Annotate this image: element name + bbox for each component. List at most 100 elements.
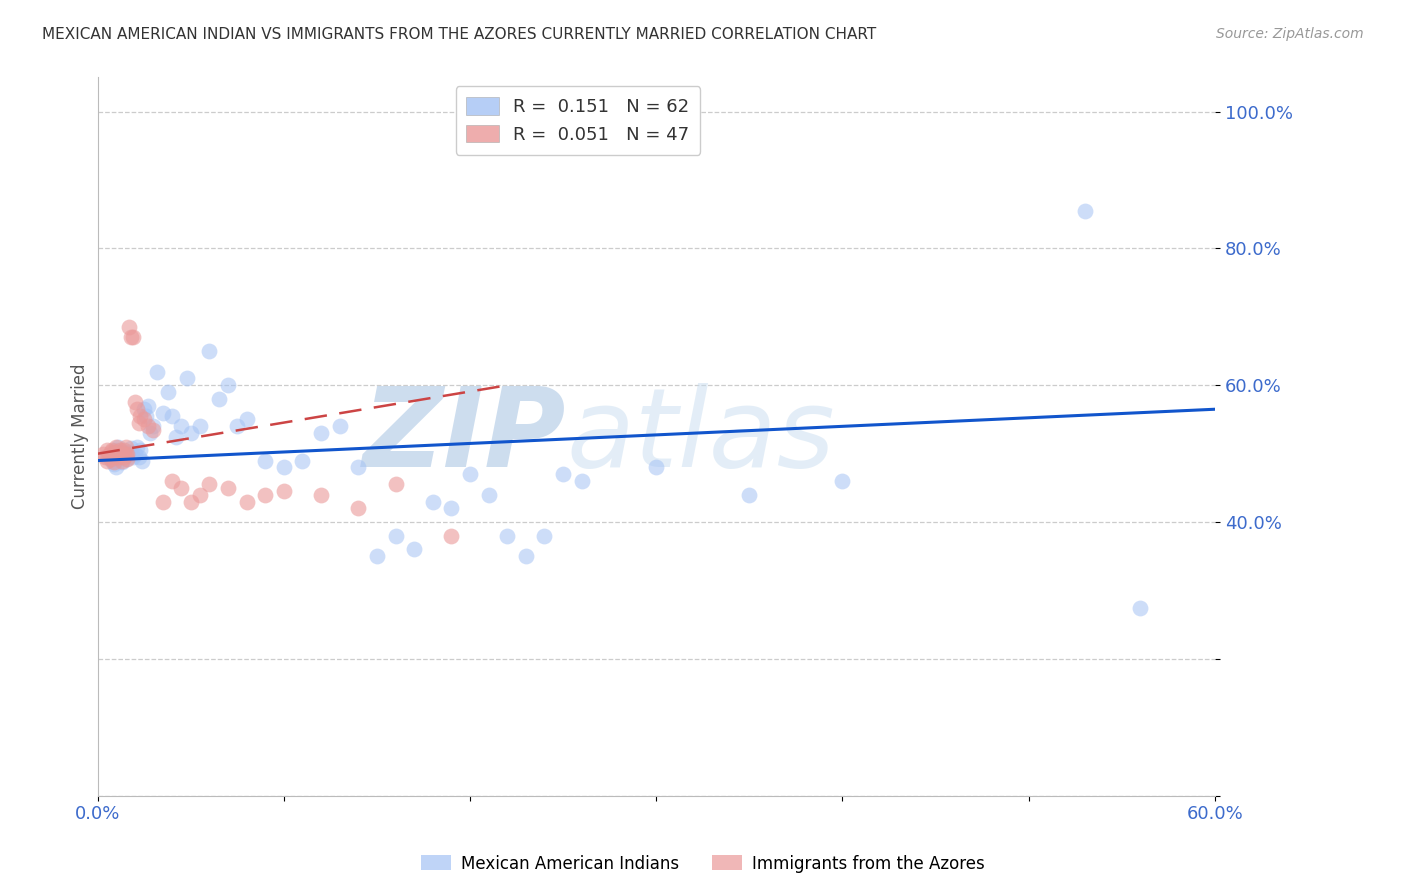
Immigrants from the Azores bbox=[96, 453, 118, 467]
Mexican American Indians bbox=[96, 450, 118, 464]
Mexican American Indians bbox=[105, 460, 128, 475]
Mexican American Indians bbox=[142, 419, 165, 434]
Immigrants from the Azores bbox=[111, 453, 134, 467]
Mexican American Indians bbox=[180, 426, 202, 441]
Mexican American Indians bbox=[291, 453, 314, 467]
Mexican American Indians bbox=[117, 448, 139, 462]
Mexican American Indians bbox=[101, 453, 124, 467]
Mexican American Indians bbox=[207, 392, 229, 406]
Y-axis label: Currently Married: Currently Married bbox=[72, 364, 89, 509]
Immigrants from the Azores bbox=[384, 477, 406, 491]
Mexican American Indians bbox=[122, 450, 145, 464]
Legend: Mexican American Indians, Immigrants from the Azores: Mexican American Indians, Immigrants fro… bbox=[415, 848, 991, 880]
Immigrants from the Azores bbox=[103, 447, 125, 461]
Immigrants from the Azores bbox=[118, 320, 141, 334]
Mexican American Indians bbox=[422, 494, 444, 508]
Immigrants from the Azores bbox=[235, 494, 257, 508]
Immigrants from the Azores bbox=[440, 529, 463, 543]
Mexican American Indians bbox=[118, 444, 141, 458]
Immigrants from the Azores bbox=[91, 447, 114, 461]
Mexican American Indians bbox=[458, 467, 481, 482]
Immigrants from the Azores bbox=[105, 445, 128, 459]
Mexican American Indians bbox=[146, 365, 169, 379]
Immigrants from the Azores bbox=[198, 477, 221, 491]
Mexican American Indians bbox=[160, 409, 183, 423]
Immigrants from the Azores bbox=[128, 416, 150, 430]
Mexican American Indians bbox=[478, 488, 501, 502]
Mexican American Indians bbox=[738, 488, 761, 502]
Immigrants from the Azores bbox=[188, 488, 211, 502]
Mexican American Indians bbox=[105, 443, 128, 458]
Mexican American Indians bbox=[404, 542, 426, 557]
Mexican American Indians bbox=[235, 412, 257, 426]
Immigrants from the Azores bbox=[114, 440, 136, 454]
Immigrants from the Azores bbox=[96, 443, 118, 458]
Mexican American Indians bbox=[152, 406, 174, 420]
Mexican American Indians bbox=[273, 460, 295, 475]
Mexican American Indians bbox=[107, 440, 129, 454]
Immigrants from the Azores bbox=[120, 330, 142, 344]
Mexican American Indians bbox=[384, 529, 406, 543]
Mexican American Indians bbox=[553, 467, 575, 482]
Immigrants from the Azores bbox=[136, 419, 159, 434]
Text: ZIP: ZIP bbox=[363, 383, 567, 490]
Mexican American Indians bbox=[309, 426, 332, 441]
Mexican American Indians bbox=[114, 452, 136, 467]
Immigrants from the Azores bbox=[160, 474, 183, 488]
Mexican American Indians bbox=[533, 529, 555, 543]
Mexican American Indians bbox=[571, 474, 593, 488]
Immigrants from the Azores bbox=[103, 455, 125, 469]
Mexican American Indians bbox=[831, 474, 853, 488]
Mexican American Indians bbox=[135, 409, 157, 423]
Mexican American Indians bbox=[366, 549, 388, 564]
Text: atlas: atlas bbox=[567, 383, 835, 490]
Immigrants from the Azores bbox=[112, 450, 135, 464]
Mexican American Indians bbox=[131, 453, 153, 467]
Mexican American Indians bbox=[254, 453, 277, 467]
Mexican American Indians bbox=[124, 447, 146, 461]
Mexican American Indians bbox=[157, 385, 180, 400]
Mexican American Indians bbox=[645, 460, 668, 475]
Mexican American Indians bbox=[1073, 203, 1095, 218]
Immigrants from the Azores bbox=[122, 330, 145, 344]
Mexican American Indians bbox=[138, 426, 160, 441]
Mexican American Indians bbox=[1129, 600, 1152, 615]
Mexican American Indians bbox=[129, 443, 152, 458]
Immigrants from the Azores bbox=[180, 494, 202, 508]
Immigrants from the Azores bbox=[101, 443, 124, 458]
Immigrants from the Azores bbox=[117, 452, 139, 467]
Mexican American Indians bbox=[440, 501, 463, 516]
Immigrants from the Azores bbox=[170, 481, 193, 495]
Mexican American Indians bbox=[188, 419, 211, 434]
Legend: R =  0.151   N = 62, R =  0.051   N = 47: R = 0.151 N = 62, R = 0.051 N = 47 bbox=[456, 87, 700, 155]
Mexican American Indians bbox=[226, 419, 249, 434]
Mexican American Indians bbox=[112, 445, 135, 459]
Immigrants from the Azores bbox=[129, 409, 152, 423]
Immigrants from the Azores bbox=[97, 448, 120, 462]
Immigrants from the Azores bbox=[112, 443, 135, 458]
Immigrants from the Azores bbox=[134, 412, 156, 426]
Mexican American Indians bbox=[515, 549, 537, 564]
Immigrants from the Azores bbox=[117, 447, 139, 461]
Immigrants from the Azores bbox=[142, 423, 165, 437]
Immigrants from the Azores bbox=[108, 443, 131, 458]
Mexican American Indians bbox=[125, 440, 148, 454]
Immigrants from the Azores bbox=[254, 488, 277, 502]
Immigrants from the Azores bbox=[309, 488, 332, 502]
Mexican American Indians bbox=[329, 419, 352, 434]
Immigrants from the Azores bbox=[125, 402, 148, 417]
Immigrants from the Azores bbox=[100, 452, 122, 467]
Mexican American Indians bbox=[100, 447, 122, 461]
Mexican American Indians bbox=[165, 429, 187, 443]
Immigrants from the Azores bbox=[347, 501, 370, 516]
Immigrants from the Azores bbox=[107, 450, 129, 464]
Mexican American Indians bbox=[176, 371, 198, 385]
Immigrants from the Azores bbox=[217, 481, 239, 495]
Mexican American Indians bbox=[347, 460, 370, 475]
Mexican American Indians bbox=[108, 450, 131, 464]
Immigrants from the Azores bbox=[94, 450, 117, 464]
Immigrants from the Azores bbox=[101, 450, 124, 464]
Immigrants from the Azores bbox=[111, 447, 134, 461]
Immigrants from the Azores bbox=[273, 484, 295, 499]
Mexican American Indians bbox=[136, 399, 159, 413]
